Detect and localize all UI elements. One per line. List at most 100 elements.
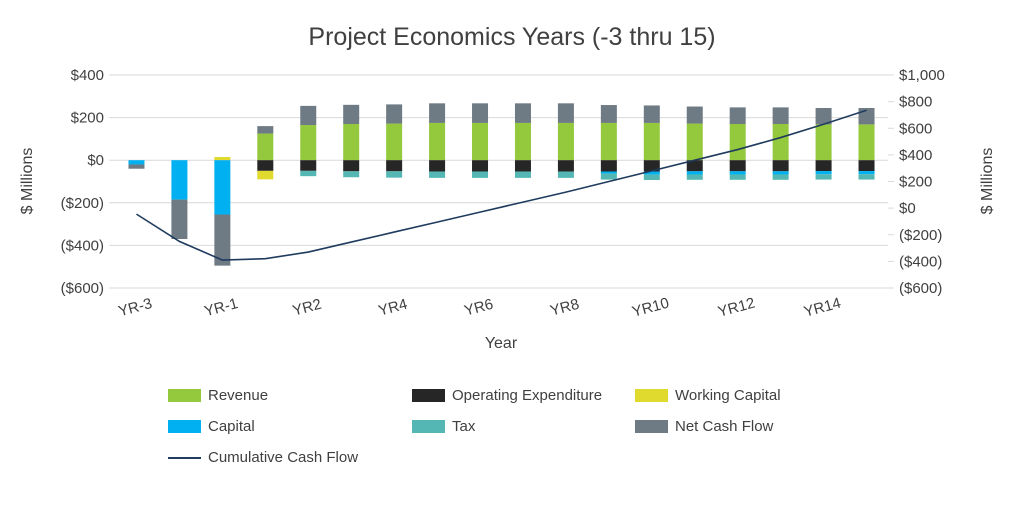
bar-segment-opex bbox=[858, 160, 875, 172]
legend-item-net-cash-flow: Net Cash Flow bbox=[635, 418, 773, 435]
bar-segment-tax bbox=[729, 174, 746, 180]
legend-label: Cumulative Cash Flow bbox=[208, 449, 359, 466]
bar-segment-tax bbox=[386, 171, 403, 178]
bar-segment-revenue bbox=[772, 123, 789, 161]
bar-segment-tax bbox=[300, 170, 317, 177]
chart-title: Project Economics Years (-3 thru 15) bbox=[308, 23, 715, 51]
bar-segment-opex bbox=[386, 160, 403, 172]
bar-segment-net_cash_flow bbox=[557, 103, 574, 123]
right-axis-tick-label: $200 bbox=[899, 174, 932, 191]
legend-label: Net Cash Flow bbox=[675, 418, 774, 435]
left-axis-tick-label: $0 bbox=[87, 152, 104, 169]
legend-color-swatch bbox=[412, 389, 445, 402]
bar-segment-revenue bbox=[343, 123, 360, 161]
bar-segment-revenue bbox=[386, 123, 403, 161]
x-axis-tick-label: YR-3 bbox=[117, 295, 154, 320]
bar-segment-revenue bbox=[858, 124, 875, 161]
legend-label: Revenue bbox=[208, 387, 269, 404]
legend-color-swatch bbox=[412, 420, 445, 433]
legend-label: Tax bbox=[452, 418, 476, 435]
bar-segment-opex bbox=[643, 160, 660, 172]
bar-segment-tax bbox=[686, 174, 703, 180]
bar-segment-opex bbox=[686, 160, 703, 172]
plot-area: $400 $200 $0 ($200) ($400) ($600) $1,000 $800 $6… bbox=[61, 67, 945, 321]
x-axis-tick-label: YR-1 bbox=[202, 295, 239, 320]
bar-segment-opex bbox=[600, 160, 617, 172]
left-axis-tick-label: $400 bbox=[71, 67, 104, 84]
bar-segment-opex bbox=[472, 160, 489, 172]
bar-segment-opex bbox=[815, 160, 832, 172]
bar-segment-capital bbox=[171, 160, 188, 200]
right-axis-tick-label: ($600) bbox=[899, 280, 942, 297]
bar-segment-opex bbox=[429, 160, 446, 172]
legend-label: Working Capital bbox=[675, 387, 781, 404]
x-axis-tick-label: YR4 bbox=[377, 296, 410, 320]
bar-segment-net_cash_flow bbox=[171, 199, 188, 240]
bar-segment-net_cash_flow bbox=[772, 107, 789, 124]
cumulative-cash-flow-line bbox=[136, 109, 867, 261]
x-axis-tick-label: YR10 bbox=[630, 295, 671, 321]
right-axis-tick-label: $0 bbox=[899, 200, 916, 217]
bar-segment-tax bbox=[557, 171, 574, 178]
bar-segment-capital bbox=[214, 160, 231, 215]
x-axis-title: Year bbox=[485, 335, 518, 352]
bar-segment-net_cash_flow bbox=[214, 214, 231, 266]
bar-segment-net_cash_flow bbox=[429, 103, 446, 123]
bar-segment-net_cash_flow bbox=[600, 105, 617, 123]
left-axis-title: $ Millions bbox=[19, 148, 36, 215]
legend-color-swatch bbox=[168, 389, 201, 402]
left-axis-tick-label: ($600) bbox=[61, 280, 104, 297]
right-axis-tick-label: $800 bbox=[899, 94, 932, 111]
bar-segment-working_capital bbox=[257, 170, 274, 180]
bar-segment-tax bbox=[815, 174, 832, 180]
bar-segment-capital bbox=[729, 171, 746, 175]
bar-segment-net_cash_flow bbox=[257, 126, 274, 134]
bar-segment-revenue bbox=[686, 123, 703, 161]
bar-segment-opex bbox=[557, 160, 574, 172]
legend-item-revenue: Revenue bbox=[168, 387, 412, 404]
bar-segment-tax bbox=[858, 174, 875, 180]
right-axis-tick-label: ($400) bbox=[899, 253, 942, 270]
project-economics-chart: Project Economics Years (-3 thru 15) $40… bbox=[19, 23, 996, 352]
bar-segment-opex bbox=[343, 160, 360, 172]
bar-segment-net_cash_flow bbox=[386, 104, 403, 124]
bar-segment-opex bbox=[257, 160, 274, 171]
legend-item-cumulative-cash-flow: Cumulative Cash Flow bbox=[168, 449, 412, 466]
bar-segment-opex bbox=[300, 160, 317, 171]
x-axis-tick-label: YR2 bbox=[291, 296, 324, 320]
bar-segment-net_cash_flow bbox=[686, 106, 703, 124]
bar-segment-net_cash_flow bbox=[643, 105, 660, 123]
left-axis-tick-label: ($200) bbox=[61, 195, 104, 212]
bar-segment-net_cash_flow bbox=[128, 164, 145, 169]
bar-segment-tax bbox=[472, 171, 489, 178]
bar-segment-revenue bbox=[643, 122, 660, 161]
legend-color-swatch bbox=[635, 389, 668, 402]
bar-segment-revenue bbox=[729, 123, 746, 161]
right-axis-tick-label: $600 bbox=[899, 120, 932, 137]
bar-segment-net_cash_flow bbox=[343, 104, 360, 124]
bar-segment-revenue bbox=[600, 122, 617, 161]
bar-segment-revenue bbox=[815, 124, 832, 161]
bar-segment-revenue bbox=[472, 122, 489, 161]
legend: Revenue Operating Expenditure Working Capi… bbox=[0, 387, 1024, 466]
bar-segment-opex bbox=[514, 160, 531, 172]
bar-segment-capital bbox=[600, 171, 617, 174]
bar-segment-tax bbox=[514, 171, 531, 178]
bar-segment-revenue bbox=[429, 122, 446, 161]
legend-row: Revenue Operating Expenditure Working Capi… bbox=[0, 387, 1024, 404]
left-axis-tick-label: $200 bbox=[71, 110, 104, 127]
bar-segment-capital bbox=[815, 171, 832, 175]
bar-segment-tax bbox=[343, 171, 360, 178]
right-axis-tick-label: $400 bbox=[899, 147, 932, 164]
bar-segment-capital bbox=[858, 171, 875, 175]
bar-segment-capital bbox=[772, 171, 789, 175]
bar-segment-tax bbox=[772, 174, 789, 180]
right-axis-tick-label: $1,000 bbox=[899, 67, 945, 84]
bar-segment-net_cash_flow bbox=[472, 103, 489, 123]
legend-label: Operating Expenditure bbox=[452, 387, 603, 404]
bar-segment-tax bbox=[643, 174, 660, 181]
x-axis-tick-label: YR8 bbox=[548, 296, 581, 320]
legend-row: Capital Tax Net Cash Flow bbox=[0, 418, 1024, 435]
legend-color-swatch bbox=[635, 420, 668, 433]
legend-item-operating-expenditure: Operating Expenditure bbox=[412, 387, 635, 404]
